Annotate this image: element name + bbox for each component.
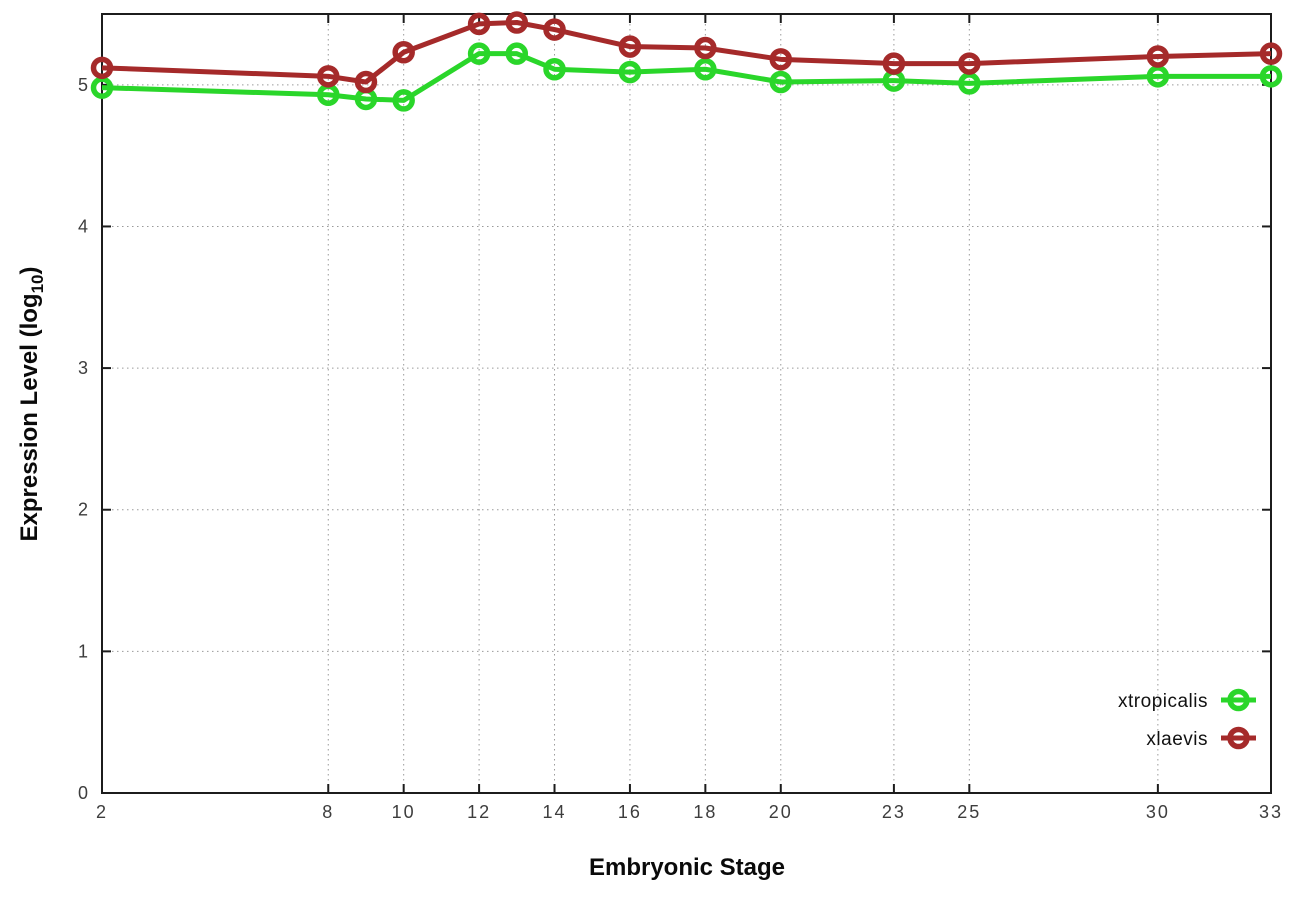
y-axis-title-text: Expression Level (log bbox=[16, 293, 44, 542]
legend-marker-xlaevis bbox=[1227, 726, 1250, 750]
data-point-xlaevis bbox=[90, 56, 114, 80]
x-tick-label: 20 bbox=[769, 802, 793, 822]
data-point-xtropicalis bbox=[543, 57, 566, 81]
y-tick-label: 2 bbox=[78, 500, 90, 520]
data-point-xtropicalis bbox=[1259, 65, 1283, 88]
data-point-xtropicalis bbox=[1146, 65, 1170, 88]
x-tick-label: 33 bbox=[1259, 802, 1283, 822]
data-point-xlaevis bbox=[769, 48, 793, 71]
x-tick-label: 8 bbox=[322, 802, 334, 822]
data-point-xlaevis bbox=[958, 52, 981, 75]
data-point-xlaevis bbox=[317, 65, 340, 88]
y-axis-title-close: ) bbox=[16, 266, 44, 275]
x-axis-title: Embryonic Stage bbox=[588, 854, 786, 881]
data-point-xlaevis bbox=[392, 40, 415, 64]
data-point-xtropicalis bbox=[90, 76, 114, 99]
data-point-xtropicalis bbox=[769, 70, 793, 94]
y-tick-label: 0 bbox=[78, 783, 90, 803]
data-point-xtropicalis bbox=[958, 72, 981, 95]
data-point-xlaevis bbox=[505, 11, 529, 34]
x-tick-label: 18 bbox=[693, 802, 717, 822]
data-point-xlaevis bbox=[543, 18, 566, 41]
legend-marker-xtropicalis bbox=[1227, 688, 1250, 712]
data-point-xlaevis bbox=[618, 35, 642, 58]
legend-label-xlaevis: xlaevis bbox=[1146, 729, 1208, 750]
data-point-xlaevis bbox=[354, 70, 378, 94]
x-tick-label: 23 bbox=[882, 802, 906, 822]
legend-label-xtropicalis: xtropicalis bbox=[1118, 691, 1208, 712]
data-point-xlaevis bbox=[882, 52, 906, 75]
data-point-xlaevis bbox=[467, 12, 491, 36]
data-point-xlaevis bbox=[1146, 45, 1170, 68]
y-tick-label: 1 bbox=[78, 641, 90, 661]
y-axis-title: Expression Level (log10) bbox=[16, 267, 48, 542]
y-tick-label: 4 bbox=[78, 216, 90, 236]
data-point-xtropicalis bbox=[392, 89, 415, 112]
x-tick-label: 12 bbox=[467, 802, 491, 822]
plot-border bbox=[101, 13, 1272, 794]
data-point-xtropicalis bbox=[694, 57, 717, 81]
y-tick-label: 3 bbox=[78, 358, 90, 378]
series-line-xlaevis bbox=[101, 19, 1272, 85]
data-point-xtropicalis bbox=[618, 60, 642, 84]
data-point-xlaevis bbox=[1259, 42, 1283, 65]
data-point-xtropicalis bbox=[467, 42, 491, 65]
data-point-xlaevis bbox=[694, 36, 717, 60]
y-tick-label: 5 bbox=[78, 75, 90, 95]
y-axis-title-subscript: 10 bbox=[27, 274, 47, 294]
x-tick-label: 30 bbox=[1146, 802, 1170, 822]
x-tick-label: 10 bbox=[392, 802, 416, 822]
x-tick-label: 2 bbox=[96, 802, 108, 822]
x-tick-label: 25 bbox=[957, 802, 981, 822]
x-tick-label: 16 bbox=[618, 802, 642, 822]
data-point-xtropicalis bbox=[505, 42, 529, 65]
x-tick-label: 14 bbox=[543, 802, 567, 822]
